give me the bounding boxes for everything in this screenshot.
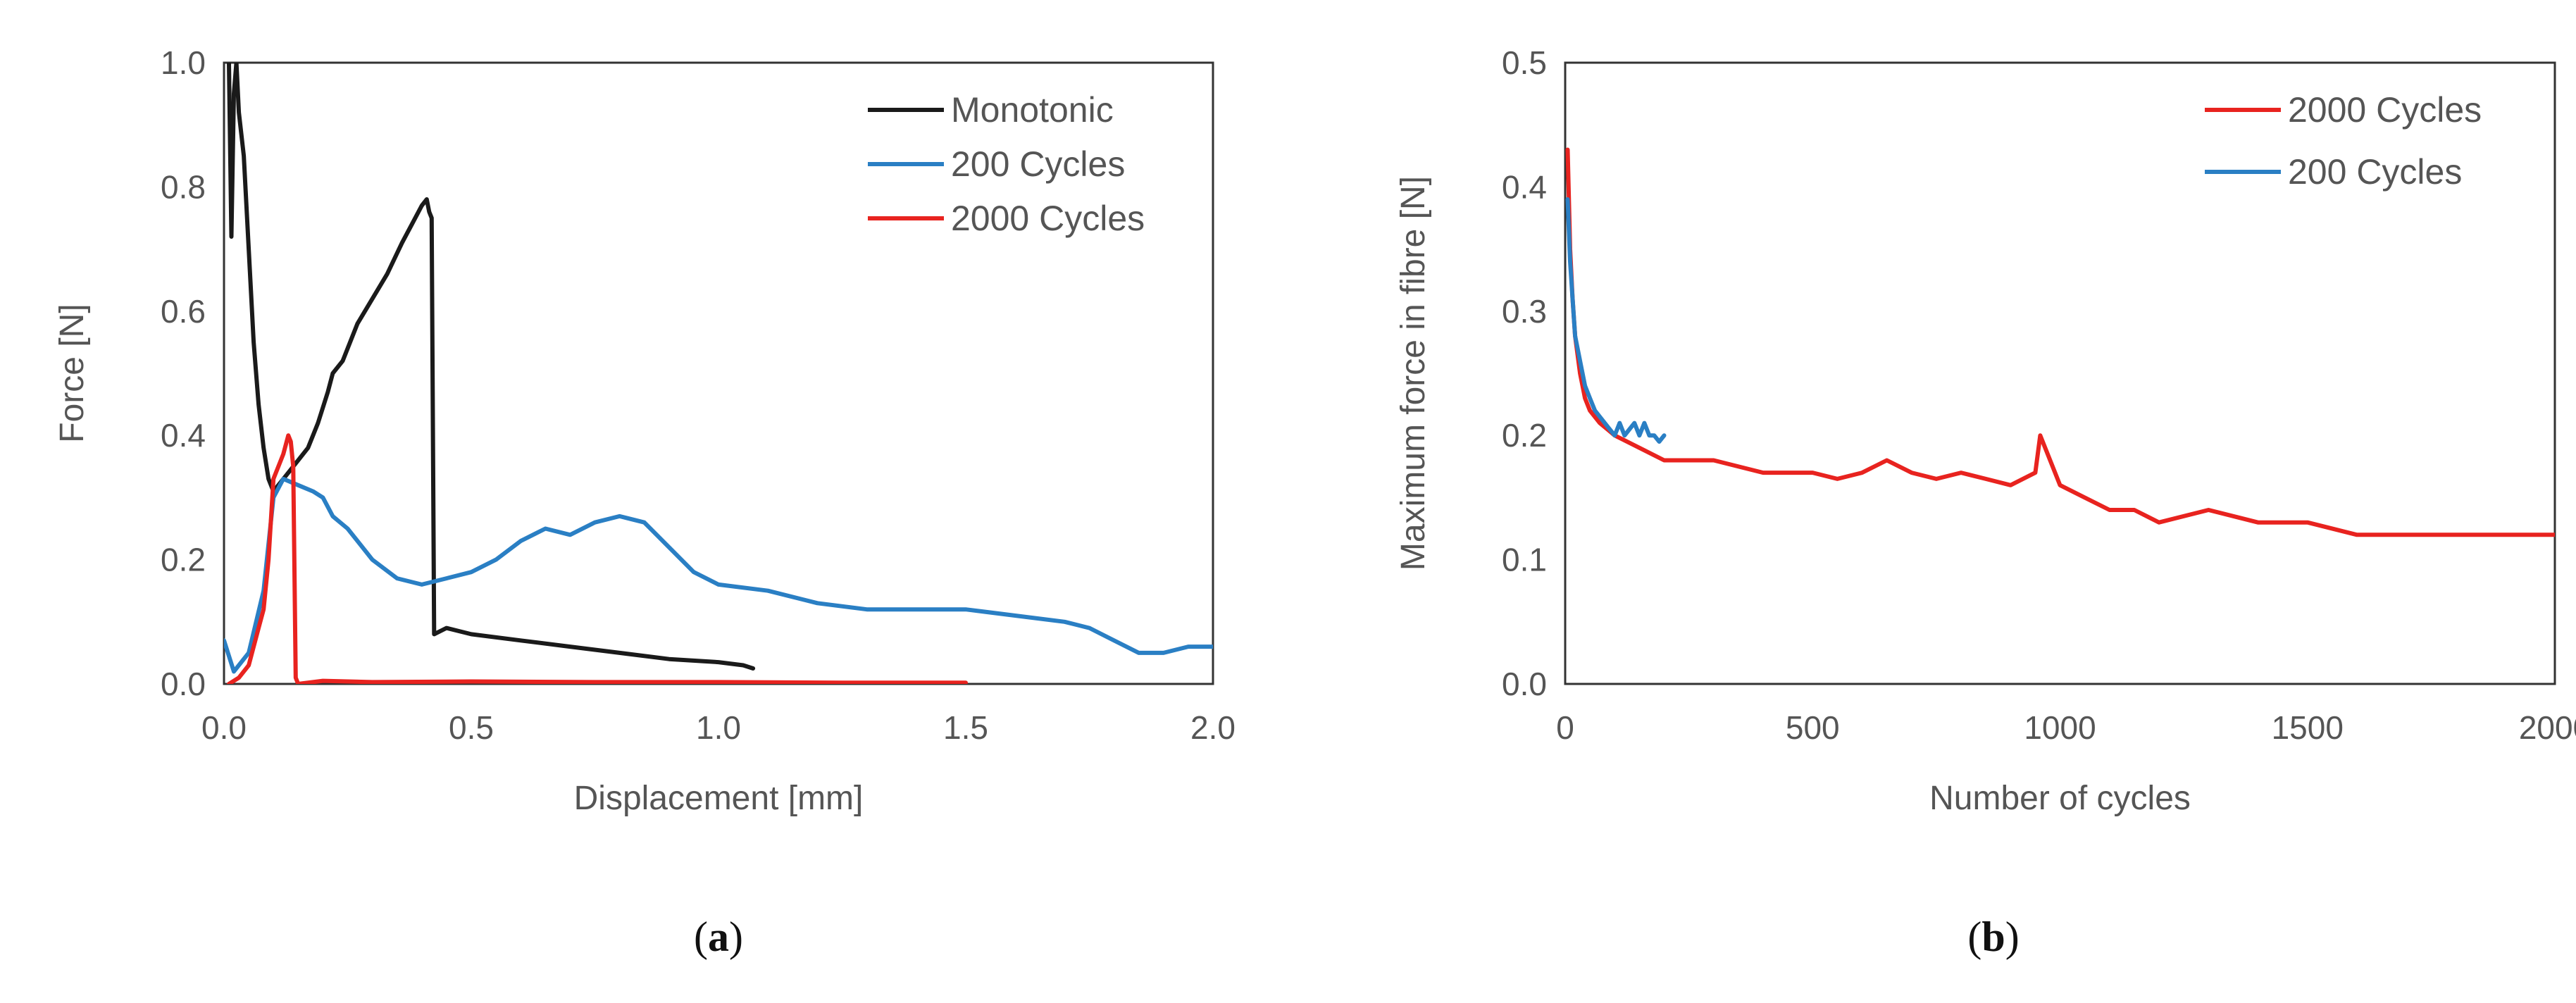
x-tick-label: 1.0 (696, 709, 741, 746)
y-tick-label: 0.4 (161, 417, 206, 454)
y-tick-label: 0.5 (1502, 44, 1547, 81)
x-tick-label: 0.0 (201, 709, 247, 746)
panel-caption: (a) (694, 914, 743, 960)
x-axis-label: Number of cycles (1929, 780, 2191, 817)
plot-area (1564, 61, 2556, 685)
series-group (224, 63, 1213, 684)
legend-entry-label: 2000 Cycles (2288, 90, 2482, 130)
y-axis-label: Force [N] (54, 304, 91, 442)
x-tick-label: 2000 (2519, 709, 2576, 746)
x-tick-label: 1.5 (943, 709, 988, 746)
panel-caption-letter: a (708, 914, 729, 960)
panel-b: 0 500 1000 1500 2000 0.0 0.1 0.2 0.3 0.4 0.5 Number… (1395, 44, 2576, 960)
legend: Monotonic 200 Cycles 2000 Cycles (868, 90, 1145, 238)
y-tick-label: 0.8 (161, 168, 206, 205)
legend-entry-label: 2000 Cycles (951, 199, 1145, 238)
series-line-200-cycles (224, 476, 1213, 674)
y-tick-label: 0.4 (1502, 168, 1547, 205)
legend-entry-label: Monotonic (951, 90, 1114, 130)
legend-entry-label: 200 Cycles (2288, 152, 2462, 192)
x-tick-label: 500 (1786, 709, 1840, 746)
panel-a: 0.0 0.5 1.0 1.5 2.0 0.0 0.2 0.4 0.6 0.8 1.0 Displac… (54, 44, 1236, 960)
series-group (1565, 147, 2555, 537)
y-axis-label: Maximum force in fibre [N] (1395, 176, 1432, 571)
series-line-monotonic (227, 63, 756, 671)
x-tick-label: 1500 (2272, 709, 2344, 746)
legend-entry-label: 200 Cycles (951, 144, 1125, 184)
panel-caption-letter: b (1981, 914, 2005, 960)
y-tick-label: 0.6 (161, 293, 206, 330)
y-tick-label: 1.0 (161, 44, 206, 81)
series-line-2000-cycles (227, 433, 968, 684)
x-axis-label: Displacement [mm] (574, 780, 864, 817)
panel-caption: (b) (1967, 914, 2019, 960)
y-tick-label: 0.2 (161, 542, 206, 578)
x-tick-label: 0.5 (449, 709, 494, 746)
y-tick-label: 0.0 (161, 666, 206, 702)
x-tick-label: 2.0 (1190, 709, 1236, 746)
y-tick-label: 0.1 (1502, 542, 1547, 578)
legend: 2000 Cycles 200 Cycles (2205, 90, 2482, 192)
y-tick-label: 0.3 (1502, 293, 1547, 330)
x-tick-label: 0 (1556, 709, 1574, 746)
y-tick-label: 0.2 (1502, 417, 1547, 454)
x-tick-label: 1000 (2024, 709, 2096, 746)
y-tick-label: 0.0 (1502, 666, 1547, 702)
series-line-200-cycles (1565, 197, 1667, 444)
series-line-2000-cycles (1565, 147, 2555, 537)
